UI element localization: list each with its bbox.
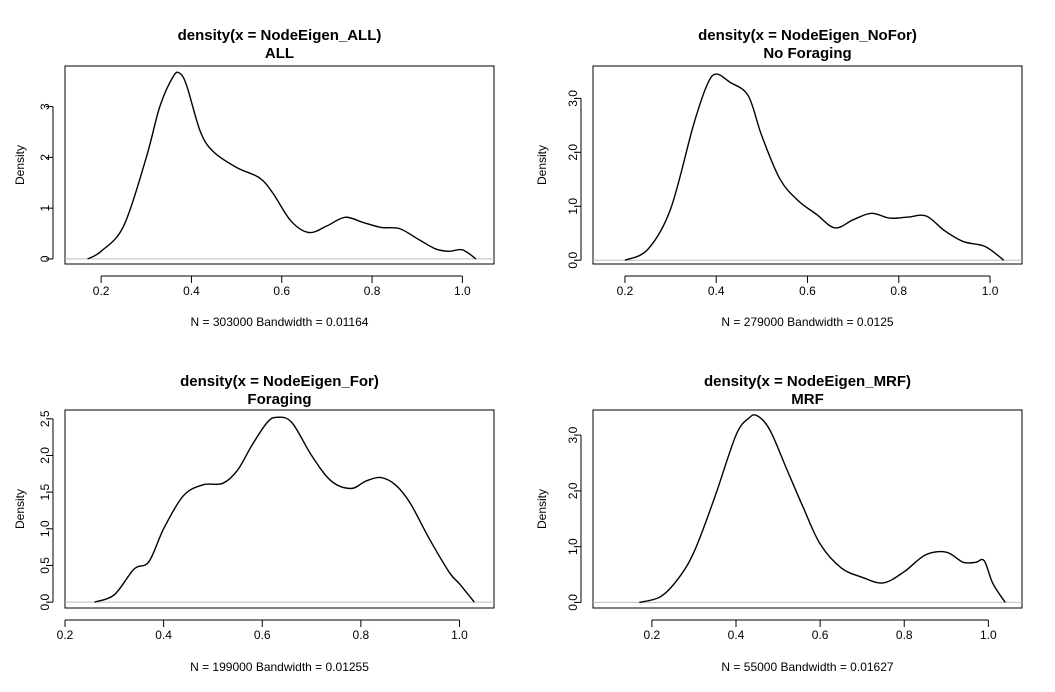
x-tick-label: 0.6 bbox=[254, 628, 271, 642]
y-axis-label: Density bbox=[535, 489, 549, 529]
x-tick-label: 0.6 bbox=[273, 284, 290, 298]
density-panel-1: density(x = NodeEigen_ALL)ALL 0.2 0.4 0.6 0.… bbox=[13, 27, 495, 329]
panel-subtitle: Foraging bbox=[247, 391, 311, 408]
y-tick-label: 2.5 bbox=[38, 410, 52, 427]
density-panel-3: density(x = NodeEigen_For)Foraging 0.2 0.4… bbox=[13, 373, 495, 674]
x-tick-label: 1.0 bbox=[982, 284, 999, 298]
y-tick-label: 3.0 bbox=[566, 426, 580, 443]
x-tick-label: 0.8 bbox=[890, 284, 907, 298]
x-tick-label: 1.0 bbox=[451, 628, 468, 642]
y-tick-label: 2.0 bbox=[566, 482, 580, 499]
x-tick-label: 0.8 bbox=[364, 284, 381, 298]
x-tick-label: 0.2 bbox=[617, 284, 634, 298]
y-tick-label: 3 bbox=[38, 103, 52, 110]
density-panel-2: density(x = NodeEigen_NoFor)No Foraging 0… bbox=[535, 27, 1023, 329]
panel-title: density(x = NodeEigen_MRF) bbox=[704, 373, 911, 390]
y-axis-label: Density bbox=[13, 145, 27, 185]
x-axis-label: N = 303000 Bandwidth = 0.01164 bbox=[191, 315, 369, 329]
y-axis-label: Density bbox=[535, 145, 549, 185]
panel-subtitle: ALL bbox=[265, 45, 294, 62]
density-curve bbox=[87, 71, 477, 260]
x-tick-label: 0.4 bbox=[728, 628, 745, 642]
y-tick-label: 2 bbox=[38, 154, 52, 161]
density-curve bbox=[94, 416, 475, 603]
y-tick-label: 0.0 bbox=[566, 252, 580, 269]
y-tick-label: 3.0 bbox=[566, 90, 580, 107]
panel-title: density(x = NodeEigen_For) bbox=[180, 373, 379, 390]
x-tick-label: 0.2 bbox=[93, 284, 110, 298]
x-tick-label: 0.6 bbox=[799, 284, 816, 298]
y-tick-label: 0.5 bbox=[38, 557, 52, 574]
x-tick-label: 0.4 bbox=[708, 284, 725, 298]
plot-frame bbox=[64, 65, 495, 265]
x-tick-label: 1.0 bbox=[980, 628, 997, 642]
x-tick-label: 0.4 bbox=[183, 284, 200, 298]
x-tick-label: 0.2 bbox=[57, 628, 74, 642]
plot-frame bbox=[64, 409, 495, 609]
x-tick-label: 0.8 bbox=[896, 628, 913, 642]
y-tick-label: 0.0 bbox=[566, 594, 580, 611]
y-tick-label: 1.0 bbox=[566, 538, 580, 555]
panel-subtitle: No Foraging bbox=[763, 45, 851, 62]
y-tick-label: 2.0 bbox=[38, 447, 52, 464]
y-tick-label: 2.0 bbox=[566, 144, 580, 161]
density-panel-4: density(x = NodeEigen_MRF)MRF 0.2 0.4 0.6 0.… bbox=[535, 373, 1023, 674]
density-curve bbox=[624, 73, 1005, 261]
x-tick-label: 0.4 bbox=[155, 628, 172, 642]
y-axis-label: Density bbox=[13, 489, 27, 529]
y-tick-label: 1.0 bbox=[566, 198, 580, 215]
y-tick-label: 1.0 bbox=[38, 520, 52, 537]
y-tick-label: 0.0 bbox=[38, 593, 52, 610]
x-axis-label: N = 55000 Bandwidth = 0.01627 bbox=[721, 660, 893, 674]
density-curve bbox=[639, 414, 1006, 604]
y-tick-label: 1 bbox=[38, 204, 52, 211]
x-tick-label: 0.2 bbox=[644, 628, 661, 642]
panel-subtitle: MRF bbox=[791, 391, 824, 408]
x-tick-label: 0.8 bbox=[353, 628, 370, 642]
x-tick-label: 0.6 bbox=[812, 628, 829, 642]
y-tick-label: 1.5 bbox=[38, 483, 52, 500]
x-tick-label: 1.0 bbox=[454, 284, 471, 298]
plot-frame bbox=[592, 65, 1023, 265]
x-axis-label: N = 199000 Bandwidth = 0.01255 bbox=[190, 660, 369, 674]
x-axis-label: N = 279000 Bandwidth = 0.0125 bbox=[721, 315, 893, 329]
panel-title: density(x = NodeEigen_NoFor) bbox=[698, 27, 917, 44]
plot-frame bbox=[592, 409, 1023, 609]
panel-title: density(x = NodeEigen_ALL) bbox=[178, 27, 382, 44]
y-tick-label: 0 bbox=[38, 255, 52, 262]
